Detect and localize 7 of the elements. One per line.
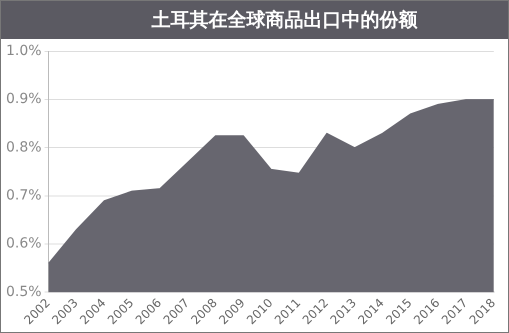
y-tick-label: 0.6% [6,236,42,252]
y-tick-label: 0.7% [6,188,42,204]
chart-title: 土耳其在全球商品出口中的份额 [1,1,508,39]
y-tick-label: 0.9% [6,91,42,108]
y-tick-label: 0.8% [6,139,42,156]
y-tick-label: 0.5% [6,284,42,300]
y-tick-label: 1.0% [6,43,42,60]
